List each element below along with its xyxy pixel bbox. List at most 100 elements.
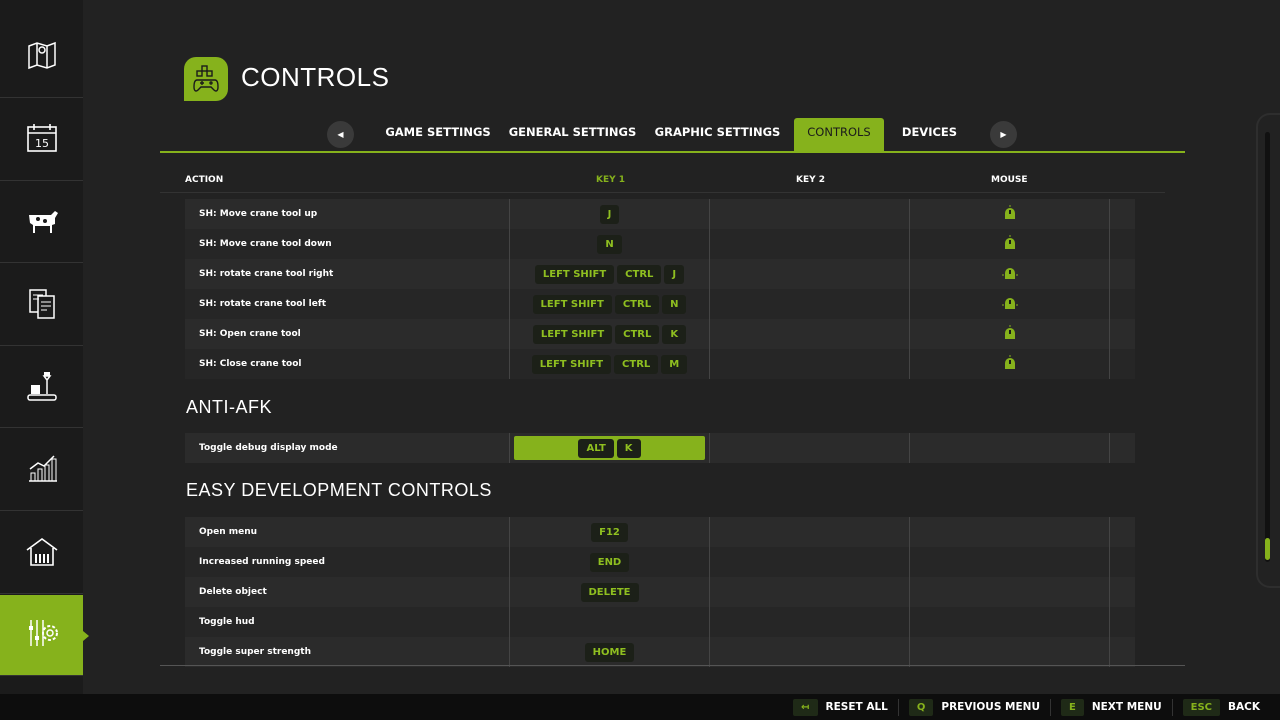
mouse-cell[interactable] <box>909 229 1109 259</box>
key2-cell[interactable] <box>709 517 909 547</box>
key-binding[interactable]: CTRL <box>614 294 660 314</box>
key1-cell[interactable]: DELETE <box>509 577 709 607</box>
key-binding[interactable]: N <box>662 294 687 314</box>
table-row[interactable]: Delete object DELETE <box>185 577 1135 607</box>
mouse-cell[interactable] <box>909 199 1109 229</box>
key-binding[interactable]: DELETE <box>580 582 639 602</box>
next-tab-button[interactable]: ▶ <box>990 121 1017 148</box>
footer-button-back[interactable]: ESC BACK <box>1173 698 1270 716</box>
table-row[interactable]: Toggle debug display mode ALT K <box>185 433 1135 463</box>
table-row[interactable]: Toggle super strength HOME <box>185 637 1135 667</box>
extra-cell <box>1109 289 1135 319</box>
sidebar-item-map[interactable] <box>0 17 83 98</box>
key-binding[interactable]: F12 <box>591 522 628 542</box>
table-row[interactable]: Open menu F12 <box>185 517 1135 547</box>
key1-cell[interactable]: ALT K <box>509 433 709 463</box>
mouse-cell[interactable] <box>909 607 1109 637</box>
sidebar-item-contracts[interactable] <box>0 264 83 346</box>
key1-cell[interactable]: J <box>509 199 709 229</box>
key-hint: Q <box>908 698 934 716</box>
key-binding[interactable]: CTRL <box>617 264 662 284</box>
mouse-cell[interactable] <box>909 259 1109 289</box>
key1-cell[interactable] <box>509 607 709 637</box>
footer-button-previous-menu[interactable]: Q PREVIOUS MENU <box>899 698 1051 716</box>
key2-cell[interactable] <box>709 637 909 667</box>
tab-general-settings[interactable]: GENERAL SETTINGS <box>508 125 637 139</box>
key-binding[interactable]: N <box>597 234 622 254</box>
tab-controls[interactable]: CONTROLS <box>794 118 884 151</box>
key-binding[interactable]: J <box>664 264 685 284</box>
key2-cell[interactable] <box>709 433 909 463</box>
key-binding[interactable]: K <box>616 438 641 458</box>
tab-game-settings[interactable]: GAME SETTINGS <box>385 125 491 139</box>
sidebar-item-cow[interactable] <box>0 182 83 264</box>
table-row[interactable]: SH: Move crane tool up J <box>185 199 1135 229</box>
key2-cell[interactable] <box>709 259 909 289</box>
table-row[interactable]: Increased running speed END <box>185 547 1135 577</box>
key1-cell[interactable]: END <box>509 547 709 577</box>
sidebar-item-statistics[interactable] <box>0 430 83 511</box>
key-binding[interactable]: ALT <box>578 438 614 458</box>
mouse-cell[interactable] <box>909 349 1109 379</box>
scrollbar-thumb[interactable] <box>1265 538 1270 560</box>
table-row[interactable]: SH: Open crane tool LEFT SHIFT CTRL K <box>185 319 1135 349</box>
sidebar-item-animals-barn[interactable] <box>0 512 83 594</box>
key2-cell[interactable] <box>709 229 909 259</box>
animals-barn-icon <box>23 532 61 574</box>
key2-cell[interactable] <box>709 199 909 229</box>
key-binding[interactable]: HOME <box>584 642 635 662</box>
mouse-cell[interactable] <box>909 319 1109 349</box>
key-binding[interactable]: K <box>662 324 687 344</box>
section-title: ANTI-AFK <box>186 397 273 417</box>
key1-cell[interactable]: LEFT SHIFT CTRL N <box>509 289 709 319</box>
mouse-cell[interactable] <box>909 577 1109 607</box>
column-key2: KEY 2 <box>796 175 826 185</box>
table-row[interactable]: Toggle hud <box>185 607 1135 637</box>
key-binding[interactable]: LEFT SHIFT <box>532 324 613 344</box>
previous-tab-button[interactable]: ◀ <box>327 121 354 148</box>
tab-graphic-settings[interactable]: GRAPHIC SETTINGS <box>654 125 781 139</box>
key1-cell[interactable]: LEFT SHIFT CTRL M <box>509 349 709 379</box>
key2-cell[interactable] <box>709 319 909 349</box>
key1-cell[interactable]: F12 <box>509 517 709 547</box>
footer-button-reset-all[interactable]: ↤ RESET ALL <box>783 698 899 716</box>
map-icon <box>23 36 61 78</box>
key2-cell[interactable] <box>709 289 909 319</box>
mouse-cell[interactable] <box>909 637 1109 667</box>
key2-cell[interactable] <box>709 577 909 607</box>
sidebar: 15 <box>0 0 89 694</box>
sidebar-item-production[interactable] <box>0 347 83 429</box>
mouse-cell[interactable] <box>909 289 1109 319</box>
mouse-cell[interactable] <box>909 547 1109 577</box>
key1-cell[interactable]: LEFT SHIFT CTRL K <box>509 319 709 349</box>
key1-cell[interactable]: HOME <box>509 637 709 667</box>
sidebar-item-calendar[interactable]: 15 <box>0 99 83 181</box>
key2-cell[interactable] <box>709 607 909 637</box>
key1-cell[interactable]: LEFT SHIFT CTRL J <box>509 259 709 289</box>
mouse-cell[interactable] <box>909 433 1109 463</box>
key1-cell[interactable]: N <box>509 229 709 259</box>
key2-cell[interactable] <box>709 349 909 379</box>
sidebar-item-settings[interactable] <box>0 595 89 677</box>
table-row[interactable]: SH: rotate crane tool left LEFT SHIFT CTRL… <box>185 289 1135 319</box>
footer-button-next-menu[interactable]: E NEXT MENU <box>1051 698 1173 716</box>
mouse-cell[interactable] <box>909 517 1109 547</box>
table-row[interactable]: SH: Close crane tool LEFT SHIFT CTRL M <box>185 349 1135 379</box>
key-binding[interactable]: LEFT SHIFT <box>532 294 612 314</box>
mouse-scroll-down-icon <box>1001 354 1019 374</box>
key2-cell[interactable] <box>709 547 909 577</box>
mouse-scroll-down-icon <box>1001 234 1019 254</box>
selected-binding[interactable]: ALT K <box>514 436 705 460</box>
table-row[interactable]: SH: Move crane tool down N <box>185 229 1135 259</box>
key-binding[interactable]: LEFT SHIFT <box>531 354 612 374</box>
key-binding[interactable]: CTRL <box>615 324 660 344</box>
key-binding[interactable]: J <box>599 204 620 224</box>
key-binding[interactable]: LEFT SHIFT <box>534 264 615 284</box>
key-binding[interactable]: CTRL <box>614 354 659 374</box>
key-binding[interactable]: END <box>589 552 630 572</box>
scrollbar[interactable] <box>1265 132 1270 562</box>
key-binding[interactable]: M <box>661 354 688 374</box>
tab-devices[interactable]: DEVICES <box>901 125 958 139</box>
key-hint: E <box>1060 698 1084 716</box>
table-row[interactable]: SH: rotate crane tool right LEFT SHIFT CTR… <box>185 259 1135 289</box>
